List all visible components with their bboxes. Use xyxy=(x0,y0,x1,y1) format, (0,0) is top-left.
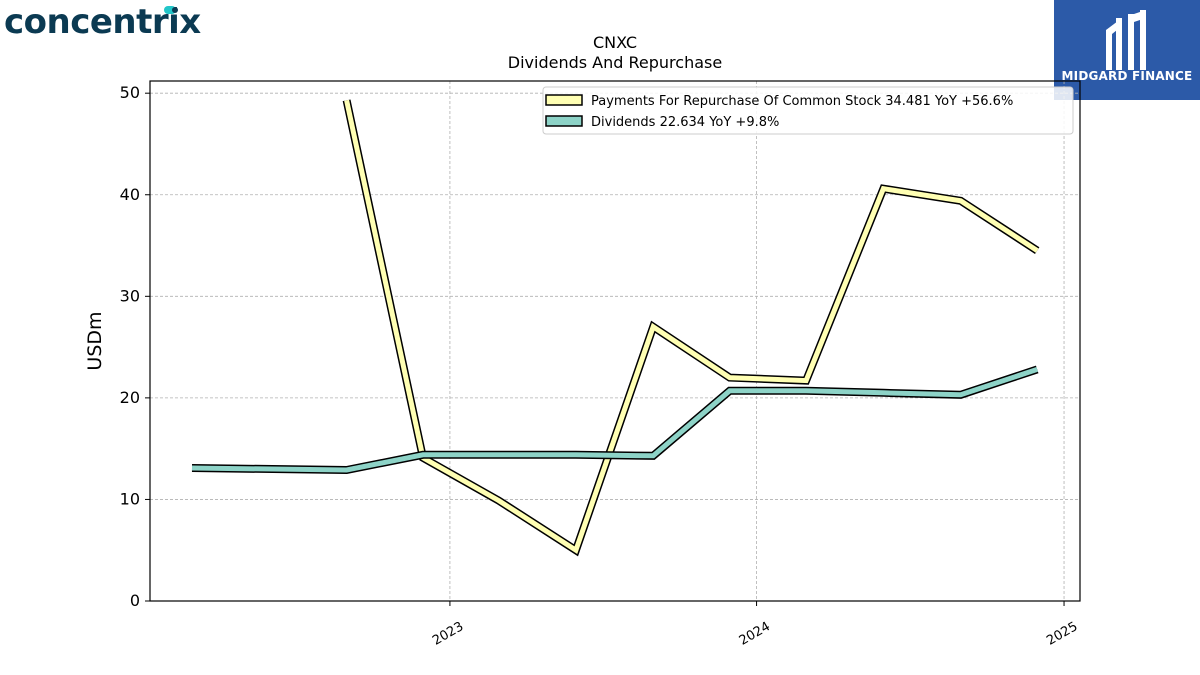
x-tick-label: 2025 xyxy=(1044,619,1080,649)
logo-dots-icon xyxy=(164,6,178,14)
legend-box xyxy=(542,86,1074,135)
series-lines xyxy=(191,99,1040,557)
y-tick-label: 40 xyxy=(120,185,140,204)
y-tick-label: 50 xyxy=(120,83,140,102)
legend-swatch-repurchase xyxy=(545,94,583,106)
y-tick-label: 10 xyxy=(120,489,140,508)
x-tick-label: 2024 xyxy=(737,619,773,649)
x-tick-label: 2023 xyxy=(430,619,466,649)
chart-legend: Payments For Repurchase Of Common Stock … xyxy=(542,86,1074,135)
midgard-logo-text: MIDGARD FINANCE xyxy=(1061,69,1193,83)
y-tick-label: 30 xyxy=(120,286,140,305)
y-axis-label: USDm xyxy=(84,311,106,370)
series-line-repurchase xyxy=(344,99,1039,555)
grid-lines xyxy=(150,81,1080,602)
midgard-emblem-icon xyxy=(1106,10,1146,70)
y-tick-label: 20 xyxy=(120,388,140,407)
x-axis-ticks: 2023 2024 2025 xyxy=(430,601,1080,649)
legend-label-dividends: Dividends 22.634 YoY +9.8% xyxy=(591,115,779,130)
legend-label-repurchase: Payments For Repurchase Of Common Stock … xyxy=(591,94,1013,109)
concentrix-logo: concentrix xyxy=(4,2,201,42)
y-tick-label: 0 xyxy=(130,591,140,610)
series-line-dividends xyxy=(191,367,1038,473)
y-axis-ticks: 0 10 20 30 40 50 xyxy=(120,83,150,610)
chart-subtitle: Dividends And Repurchase xyxy=(508,53,722,72)
plot-area-frame xyxy=(149,80,1081,602)
midgard-finance-logo: MIDGARD FINANCE xyxy=(1054,0,1200,100)
chart-title: CNXC xyxy=(593,33,637,52)
legend-swatch-dividends xyxy=(545,115,583,127)
